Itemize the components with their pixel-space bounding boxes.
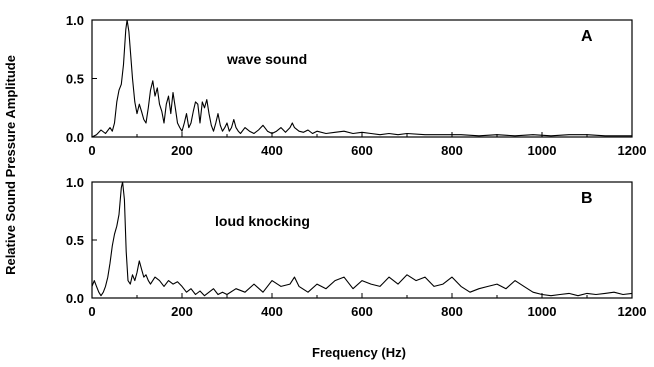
panel-b-y-tick-label: 0.0: [66, 291, 84, 306]
panels-group: 0 200 400 600 800 1000 1200 0.0 0.5 1.0 wave sound…: [66, 13, 647, 319]
panel-a-annotation: wave sound: [226, 51, 307, 67]
panel-b-x-tick-label: 0: [88, 304, 95, 319]
panel-a-series-line: [91, 19, 632, 138]
panel-a-x-tick-label: 1000: [528, 143, 557, 158]
panel-a-y-tick-label: 1.0: [66, 13, 84, 28]
panel-a-x-tick-label: 800: [441, 143, 463, 158]
x-axis-title: Frequency (Hz): [312, 345, 406, 360]
panel-a-frame: [91, 19, 633, 138]
panel-b-x-tick-label: 1000: [528, 304, 557, 319]
panel-a-x-tick-label: 1200: [618, 143, 647, 158]
panel-b-x-tick-label: 1200: [618, 304, 647, 319]
y-axis-title: Relative Sound Pressure Amplitude: [3, 55, 18, 275]
panel-a-y-tick-label: 0.0: [66, 130, 84, 145]
panel-b: 0 200 400 600 800 1000 1200 0.0 0.5 1.0 loud knock…: [66, 175, 647, 319]
panel-b-x-tick-label: 600: [351, 304, 373, 319]
panel-b-y-tick-label: 0.5: [66, 233, 84, 248]
panel-b-x-tick-label: 400: [261, 304, 283, 319]
panel-a-x-tick-label: 200: [171, 143, 193, 158]
panel-a-x-tick-label: 400: [261, 143, 283, 158]
panel-a-x-tick-label: 600: [351, 143, 373, 158]
panel-b-series-line: [91, 181, 633, 297]
panel-b-x-tick-label: 200: [171, 304, 193, 319]
panel-a-x-tick-label: 0: [88, 143, 95, 158]
panel-b-y-tick-label: 1.0: [66, 175, 84, 190]
panel-a-y-tick-label: 0.5: [66, 72, 84, 87]
panel-b-x-tick-label: 800: [441, 304, 463, 319]
panel-b-annotation: loud knocking: [215, 213, 310, 229]
panel-a-letter: A: [581, 28, 593, 45]
panel-b-letter: B: [581, 190, 593, 207]
panel-a: 0 200 400 600 800 1000 1200 0.0 0.5 1.0 wave sound…: [66, 13, 647, 158]
